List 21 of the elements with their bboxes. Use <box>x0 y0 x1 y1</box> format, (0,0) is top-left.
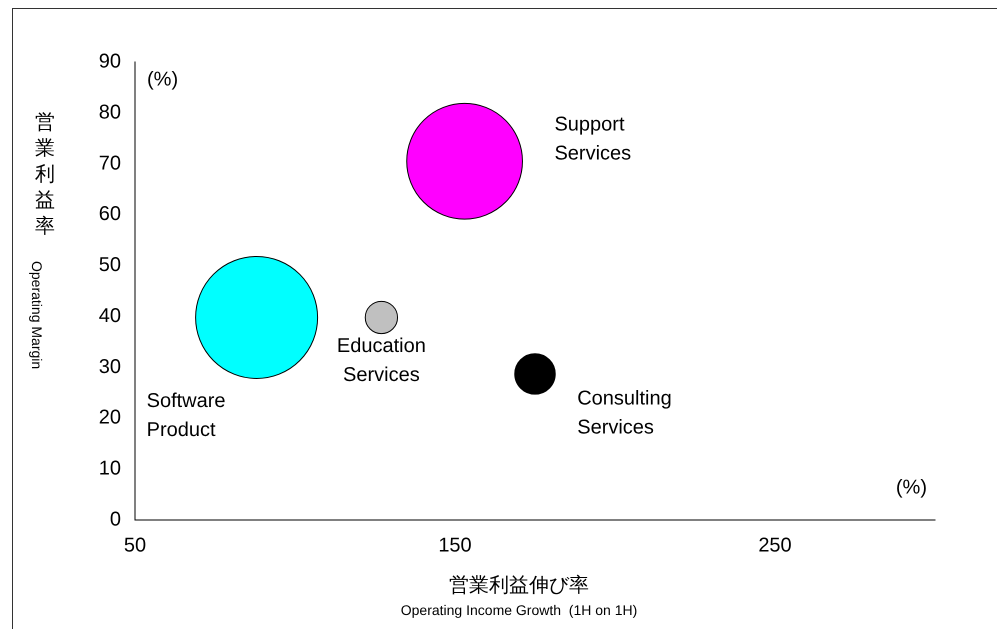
annotation: (%) <box>147 68 178 91</box>
series-label: Consulting Services <box>577 388 672 439</box>
y-tick-label: 0 <box>110 508 121 531</box>
series-label: Education Services <box>336 335 426 386</box>
y-tick-label: 20 <box>98 406 121 429</box>
y-axis-title: 営業利益率 Operating Margin <box>29 112 55 370</box>
annotation: (%) <box>896 476 927 499</box>
series-label: Support Services <box>554 114 632 165</box>
x-tick-label: 50 <box>124 534 146 557</box>
y-tick-label: 80 <box>98 101 121 124</box>
y-tick-label: 90 <box>98 50 121 73</box>
y-tick-label: 60 <box>98 203 121 226</box>
y-tick-label: 50 <box>98 254 121 276</box>
x-tick-label: 250 <box>758 534 792 557</box>
y-tick-label: 30 <box>98 356 121 378</box>
series-label: Software Product <box>146 390 226 441</box>
y-tick-label: 10 <box>98 458 121 480</box>
x-tick-label: 150 <box>438 534 472 557</box>
y-tick-label: 40 <box>98 304 121 327</box>
x-axis-title: 営業利益伸び率 Operating Income Growth (1H on 1H) <box>400 574 638 618</box>
y-tick-label: 70 <box>98 152 121 174</box>
